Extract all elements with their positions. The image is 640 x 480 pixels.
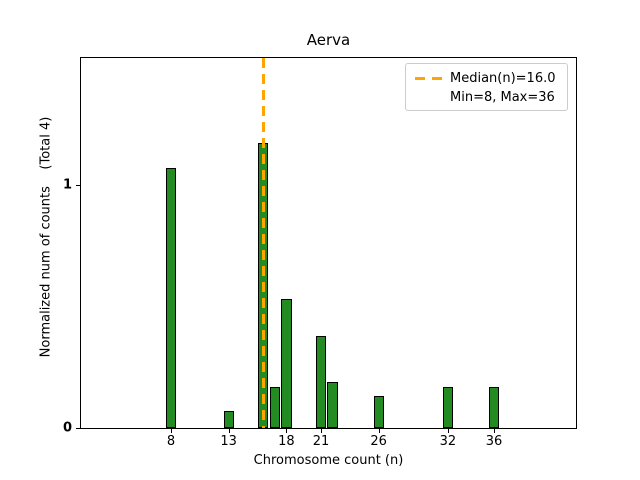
bar <box>373 396 384 428</box>
y-tick-label: 0 <box>62 420 72 436</box>
legend: Median(n)=16.0 Min=8, Max=36 <box>405 63 568 111</box>
x-tick-label: 32 <box>439 434 457 449</box>
x-tick <box>447 429 449 433</box>
legend-label-minmax: Min=8, Max=36 <box>450 90 555 105</box>
plot-area <box>80 57 577 429</box>
x-tick-label: 18 <box>278 434 295 449</box>
y-axis-label: Normalized num of counts (Total 4) <box>38 116 54 358</box>
x-tick-label: 8 <box>166 434 176 449</box>
x-tick <box>321 429 322 433</box>
x-tick-label: 36 <box>485 434 503 449</box>
bar <box>315 335 327 428</box>
legend-row-median: Median(n)=16.0 <box>415 69 559 88</box>
bar <box>281 298 292 428</box>
x-tick <box>378 429 380 433</box>
x-tick-label: 13 <box>220 434 237 449</box>
bar <box>165 167 177 428</box>
legend-empty-sample <box>415 96 442 99</box>
x-tick <box>228 429 230 433</box>
legend-row-minmax: Min=8, Max=36 <box>415 88 559 107</box>
median-line-legend-icon <box>415 77 442 80</box>
bar <box>488 386 500 428</box>
y-tick-label: 1 <box>62 177 72 193</box>
bar <box>269 386 281 428</box>
x-tick-label: 26 <box>370 434 387 449</box>
x-axis-label: Chromosome count (n) <box>253 453 404 468</box>
x-tick <box>494 429 496 433</box>
x-tick <box>286 429 288 433</box>
x-tick <box>171 429 172 433</box>
y-tick <box>76 184 80 186</box>
bar <box>327 381 338 428</box>
chart-title: Aerva <box>306 31 351 49</box>
y-tick <box>76 428 80 429</box>
bar <box>223 410 234 428</box>
bar <box>442 386 454 428</box>
legend-label-median: Median(n)=16.0 <box>450 71 556 86</box>
x-tick-label: 21 <box>312 434 330 449</box>
median-line <box>261 58 265 428</box>
